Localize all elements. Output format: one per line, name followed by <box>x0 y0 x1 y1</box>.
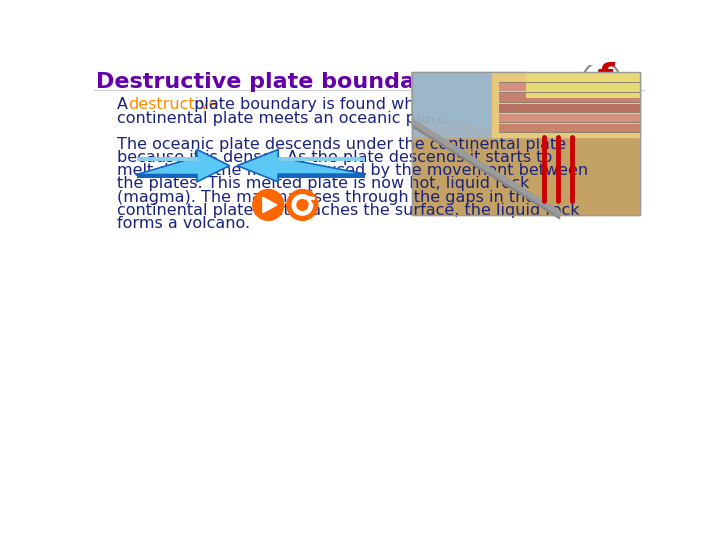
Polygon shape <box>238 150 365 182</box>
Text: A: A <box>117 97 133 112</box>
Text: ƒ: ƒ <box>595 63 611 97</box>
Polygon shape <box>498 114 640 122</box>
Polygon shape <box>137 174 197 178</box>
Text: The oceanic plate descends under the continental plate: The oceanic plate descends under the con… <box>117 137 566 152</box>
Text: (magma). The magma rises through the gaps in the: (magma). The magma rises through the gap… <box>117 190 536 205</box>
Polygon shape <box>278 157 365 161</box>
Text: continental plate. If it reaches the surface, the liquid rock: continental plate. If it reaches the sur… <box>117 202 580 218</box>
Polygon shape <box>498 104 640 112</box>
Text: plate boundary is found where a: plate boundary is found where a <box>189 97 456 112</box>
Text: continental plate meets an oceanic plate.: continental plate meets an oceanic plate… <box>117 111 451 126</box>
Circle shape <box>583 62 620 99</box>
Polygon shape <box>412 118 560 220</box>
Polygon shape <box>263 197 276 213</box>
Polygon shape <box>492 72 640 137</box>
Polygon shape <box>137 157 197 161</box>
Circle shape <box>287 190 318 220</box>
Text: forms a volcano.: forms a volcano. <box>117 215 251 231</box>
Polygon shape <box>137 150 230 182</box>
Polygon shape <box>498 93 640 102</box>
Polygon shape <box>526 72 640 98</box>
Polygon shape <box>412 72 640 215</box>
Polygon shape <box>412 72 526 137</box>
Text: melt due to the friction caused by the movement between: melt due to the friction caused by the m… <box>117 164 588 178</box>
Bar <box>412 72 640 215</box>
Polygon shape <box>498 124 640 132</box>
Polygon shape <box>498 83 640 91</box>
Text: the plates. This melted plate is now hot, liquid rock: the plates. This melted plate is now hot… <box>117 177 529 192</box>
Circle shape <box>253 190 284 220</box>
Polygon shape <box>412 118 560 217</box>
Bar <box>412 72 640 215</box>
Text: because it is denser. As the plate descends it starts to: because it is denser. As the plate desce… <box>117 150 552 165</box>
Polygon shape <box>278 174 365 178</box>
Text: destructive: destructive <box>128 97 218 112</box>
Polygon shape <box>412 72 526 137</box>
Text: Destructive plate boundary: Destructive plate boundary <box>96 72 441 92</box>
